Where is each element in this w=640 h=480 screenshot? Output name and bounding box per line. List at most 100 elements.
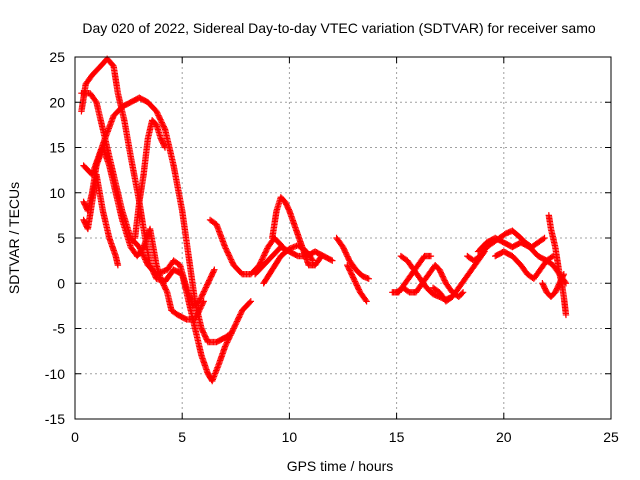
data-point bbox=[223, 339, 231, 346]
data-point bbox=[363, 298, 370, 305]
data-point bbox=[458, 290, 466, 297]
data-point bbox=[227, 330, 234, 338]
data-point bbox=[229, 259, 236, 266]
data-point bbox=[156, 115, 163, 122]
data-point bbox=[286, 245, 293, 253]
data-series bbox=[80, 94, 235, 346]
data-point bbox=[259, 254, 266, 262]
data-point bbox=[258, 256, 266, 263]
y-tick-label: 0 bbox=[57, 275, 65, 291]
data-point bbox=[541, 234, 548, 242]
data-point bbox=[233, 318, 241, 325]
data-point bbox=[258, 257, 265, 265]
data-point bbox=[197, 303, 205, 311]
data-point bbox=[153, 108, 160, 115]
data-point bbox=[202, 284, 210, 291]
data-point bbox=[260, 252, 268, 259]
data-point bbox=[196, 306, 203, 313]
data-point bbox=[160, 123, 167, 130]
y-tick-label: 25 bbox=[49, 49, 65, 65]
chart-title: Day 020 of 2022, Sidereal Day-to-day VTE… bbox=[82, 20, 595, 36]
data-point bbox=[198, 302, 205, 309]
data-point bbox=[223, 248, 231, 255]
data-point bbox=[163, 287, 170, 295]
data-point bbox=[198, 292, 206, 299]
data-point bbox=[157, 117, 165, 125]
data-point bbox=[193, 312, 201, 319]
data-series bbox=[393, 261, 467, 301]
y-tick-label: 5 bbox=[57, 230, 65, 246]
x-tick-label: 5 bbox=[178, 429, 186, 445]
y-tick-label: -10 bbox=[45, 366, 65, 382]
data-point bbox=[235, 315, 242, 322]
data-point bbox=[211, 266, 218, 273]
data-point bbox=[289, 244, 296, 251]
data-point bbox=[154, 110, 161, 118]
data-point bbox=[222, 342, 229, 349]
plot-area bbox=[78, 55, 570, 385]
data-point bbox=[226, 253, 233, 260]
data-point bbox=[237, 311, 244, 318]
y-tick-label: 20 bbox=[49, 94, 65, 110]
data-point bbox=[195, 309, 202, 316]
data-point bbox=[560, 272, 567, 279]
data-point bbox=[228, 329, 235, 337]
data-point bbox=[459, 289, 467, 296]
data-point bbox=[247, 298, 255, 305]
data-point bbox=[221, 243, 229, 251]
data-point bbox=[362, 296, 369, 304]
data-point bbox=[197, 295, 204, 302]
data-point bbox=[192, 314, 199, 322]
data-point bbox=[235, 314, 243, 321]
data-point bbox=[262, 248, 270, 255]
y-tick-label: -5 bbox=[53, 321, 66, 337]
data-point bbox=[560, 271, 568, 278]
data-point bbox=[210, 267, 217, 275]
data-point bbox=[195, 307, 203, 315]
data-point bbox=[227, 254, 234, 262]
y-tick-label: -15 bbox=[45, 411, 65, 427]
data-point bbox=[261, 250, 268, 258]
data-point bbox=[197, 305, 204, 312]
axis-ticks: 0 5 10 15 20 25 -15 -10 -5 0 5 10 15 20 25 bbox=[45, 49, 619, 445]
data-point bbox=[260, 253, 267, 260]
data-point bbox=[562, 311, 570, 319]
data-point bbox=[155, 112, 162, 119]
data-point bbox=[327, 256, 335, 264]
x-axis-title: GPS time / hours bbox=[287, 458, 394, 474]
data-point bbox=[228, 257, 235, 265]
data-point bbox=[203, 282, 210, 290]
data-point bbox=[232, 321, 239, 328]
data-point bbox=[263, 246, 270, 254]
data-point bbox=[231, 322, 239, 329]
data-point bbox=[141, 254, 148, 262]
data-point bbox=[200, 298, 207, 305]
data-point bbox=[199, 291, 206, 298]
data-point bbox=[227, 256, 235, 263]
data-point bbox=[201, 287, 208, 294]
y-axis-title: SDTVAR / TECUs bbox=[6, 182, 22, 294]
data-point bbox=[222, 245, 229, 252]
data-point bbox=[199, 299, 207, 306]
data-point bbox=[202, 285, 209, 293]
data-point bbox=[237, 309, 245, 317]
data-point bbox=[540, 235, 547, 243]
data-point bbox=[236, 312, 243, 320]
data-point bbox=[365, 275, 372, 282]
data-point bbox=[224, 249, 231, 256]
data-point bbox=[161, 124, 168, 132]
data-point bbox=[225, 250, 232, 258]
data-point bbox=[153, 109, 161, 116]
data-point bbox=[225, 252, 233, 259]
data-point bbox=[204, 281, 211, 288]
y-tick-label: 15 bbox=[49, 140, 65, 156]
data-point bbox=[200, 289, 207, 297]
data-point bbox=[548, 253, 556, 261]
data-point bbox=[114, 261, 122, 269]
x-tick-label: 15 bbox=[389, 429, 405, 445]
data-point bbox=[158, 119, 165, 126]
data-point bbox=[290, 243, 297, 251]
data-point bbox=[193, 313, 200, 320]
data-point bbox=[233, 319, 240, 327]
data-point bbox=[308, 256, 316, 263]
